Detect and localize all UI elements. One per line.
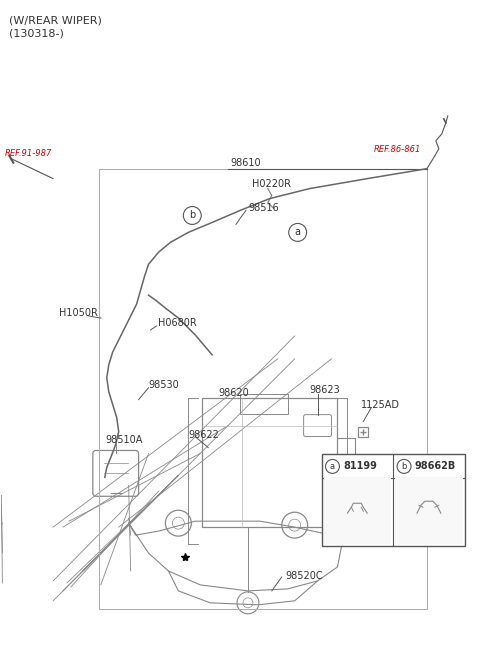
Text: 98516: 98516 [248,203,279,213]
Text: H1050R: H1050R [59,308,98,318]
Text: 98530: 98530 [148,380,180,390]
Text: a: a [330,462,335,471]
Text: 98623: 98623 [310,385,340,395]
Text: REF.91-987: REF.91-987 [4,148,52,158]
Text: H0220R: H0220R [252,179,291,188]
Text: 81199: 81199 [343,462,377,472]
Text: REF.86-861: REF.86-861 [374,145,421,154]
Text: 98520C: 98520C [286,571,324,581]
Text: a: a [295,228,300,237]
Text: b: b [189,211,195,220]
Text: 98620: 98620 [218,388,249,398]
Text: (W/REAR WIPER): (W/REAR WIPER) [9,15,102,26]
Text: 1125AD: 1125AD [361,400,400,409]
Text: 98610: 98610 [230,158,261,167]
Text: 98622: 98622 [188,430,219,439]
Text: (130318-): (130318-) [9,28,64,39]
Text: b: b [401,462,407,471]
Bar [322,455,465,546]
Text: 98510A: 98510A [106,434,143,445]
Text: 98662B: 98662B [415,462,456,472]
Bar [395,478,463,544]
Text: H0680R: H0680R [158,318,197,328]
Bar [324,478,391,544]
